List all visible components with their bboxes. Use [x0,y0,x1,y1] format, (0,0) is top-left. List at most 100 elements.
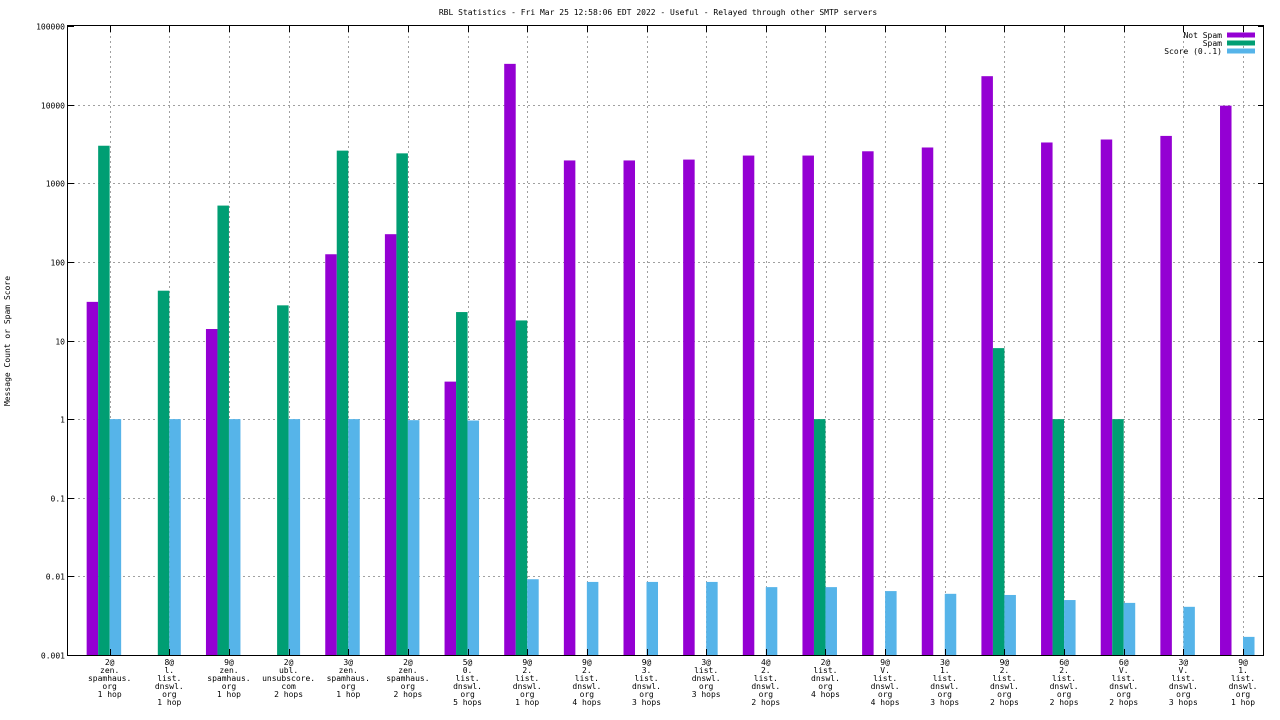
x-tick-label: 2. [522,666,532,675]
x-tick-label: 2 hops [1050,698,1079,707]
x-tick-label: 3@ [343,658,353,667]
x-tick-label: org [818,682,833,691]
x-tick-label: org [222,682,237,691]
x-tick-label: org [341,682,356,691]
x-tick-label: com [281,682,296,691]
legend-label: Not Spam [1183,31,1222,40]
x-tick-label: 6@ [1119,658,1129,667]
x-tick-label: 2 hops [1109,698,1138,707]
bar-score-0-1 [944,593,957,655]
legend-swatch [1227,32,1255,38]
x-tick-label: l. [164,666,174,675]
x-tick-label: V. [880,666,890,675]
x-tick-label: 1. [940,666,950,675]
gridlines [68,26,1264,655]
x-tick-label: 9@ [1000,658,1010,667]
x-tick-label: 3 hops [632,698,661,707]
bar-spam [456,312,468,655]
x-tick-label: 1 hop [1231,698,1255,707]
y-tick-label: 0.01 [46,573,65,582]
x-tick-label: 9@ [582,658,592,667]
bar-score-0-1 [228,419,241,655]
x-tick-label: list. [634,674,658,683]
x-tick-label: org [460,690,475,699]
axis-ticks: 0.0010.010.11101001000100001000002@zen.s… [36,23,1264,707]
x-tick-label: list. [1112,674,1136,683]
bar-spam [217,205,229,656]
bar-score-0-1 [527,579,539,655]
x-tick-label: 2 hops [990,698,1019,707]
bar-spam [515,320,528,655]
bar-score-0-1 [1183,606,1195,655]
bar-spam [277,305,289,655]
bar-spam [1052,419,1065,655]
x-tick-label: 9@ [642,658,652,667]
x-tick-label: zen. [398,666,417,675]
x-tick-label: 3. [642,666,652,675]
x-tick-label: org [878,690,893,699]
legend-label: Score (0..1) [1164,47,1222,56]
x-tick-label: 2@ [821,658,831,667]
bar-score-0-1 [288,419,301,655]
x-tick-label: org [699,682,714,691]
bar-spam [813,419,826,655]
x-tick-label: org [997,690,1012,699]
x-tick-label: dnswl. [990,682,1019,691]
x-tick-label: org [401,682,416,691]
bar-not-spam [86,301,99,655]
x-tick-label: list. [157,674,181,683]
bar-not-spam [384,234,397,656]
bar-not-spam [1100,139,1113,655]
bar-not-spam [444,381,457,655]
x-tick-label: V. [1119,666,1129,675]
x-tick-label: list. [1052,674,1076,683]
x-tick-label: dnswl. [1050,682,1079,691]
x-tick-label: dnswl. [692,674,721,683]
x-tick-label: zen. [219,666,238,675]
x-tick-label: org [162,690,177,699]
x-tick-label: 2. [1059,666,1069,675]
x-tick-label: 3@ [701,658,711,667]
x-tick-label: org [759,690,774,699]
bar-score-0-1 [348,419,360,655]
x-tick-label: 4 hops [811,690,840,699]
bar-score-0-1 [706,581,718,655]
x-tick-label: V. [1179,666,1189,675]
x-tick-label: list. [1231,674,1255,683]
y-tick-label: 0.001 [41,652,65,661]
bar-score-0-1 [1123,602,1136,655]
x-tick-label: 1 hop [217,690,241,699]
bar-not-spam [802,155,814,656]
plot-frame [67,25,1264,656]
x-tick-label: dnswl. [513,682,542,691]
x-tick-label: dnswl. [1169,682,1198,691]
x-tick-label: org [1057,690,1072,699]
x-tick-label: org [1116,690,1131,699]
bar-score-0-1 [467,420,480,655]
x-tick-label: 4 hops [572,698,601,707]
bar-not-spam [1220,105,1232,656]
x-tick-label: dnswl. [930,682,959,691]
y-tick-label: 100 [51,259,66,268]
legend-label: Spam [1203,39,1222,48]
bar-score-0-1 [765,587,778,655]
bar-not-spam [563,160,576,655]
bar-not-spam [1041,142,1053,656]
x-tick-label: 2@ [284,658,294,667]
bar-score-0-1 [825,587,837,655]
legend-swatch [1227,40,1255,46]
x-tick-label: 3 hops [930,698,959,707]
bar-score-0-1 [1064,600,1076,655]
x-tick-label: 2. [761,666,771,675]
x-tick-label: 2@ [105,658,115,667]
x-tick-label: org [520,690,535,699]
x-tick-label: list. [933,674,957,683]
x-tick-label: list. [575,674,599,683]
bar-not-spam [981,76,993,656]
x-tick-label: spamhaus. [327,674,370,683]
x-tick-label: dnswl. [572,682,601,691]
x-tick-label: 2 hops [393,690,422,699]
x-tick-label: 9@ [224,658,234,667]
x-tick-label: 8@ [164,658,174,667]
